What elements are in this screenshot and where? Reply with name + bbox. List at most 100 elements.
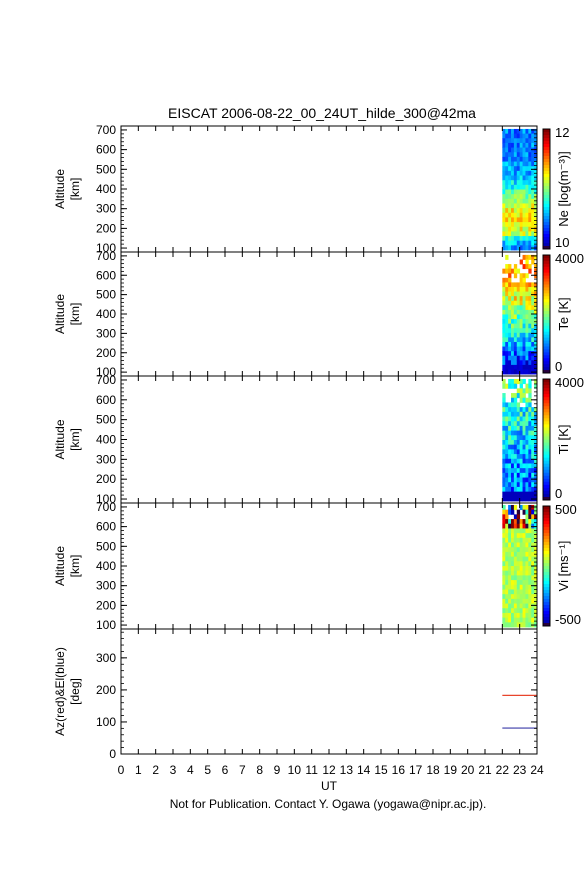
- heatmap-cell: [508, 189, 512, 195]
- heatmap-cell: [522, 273, 526, 279]
- heatmap-cell: [502, 305, 506, 311]
- heatmap-cell: [531, 142, 535, 148]
- heatmap-cell: [513, 152, 518, 158]
- heatmap-cell: [522, 556, 526, 562]
- heatmap-cell: [528, 194, 532, 200]
- heatmap-cell: [513, 482, 518, 488]
- heatmap-cell: [508, 314, 512, 320]
- colorbar-frame: [542, 254, 551, 374]
- heatmap-cell: [508, 580, 512, 586]
- heatmap-cell: [531, 547, 535, 553]
- heatmap-cell: [513, 355, 518, 361]
- heatmap-cell: [508, 291, 512, 297]
- heatmap-cell: [528, 314, 532, 320]
- heatmap-cell: [531, 128, 535, 135]
- heatmap-cell: [516, 528, 521, 534]
- heatmap-cell: [534, 491, 538, 497]
- heatmap-cell: [522, 355, 526, 361]
- heatmap-cell: [528, 523, 532, 529]
- heatmap-cell: [522, 351, 526, 357]
- heatmap-cell: [502, 231, 506, 237]
- heatmap-cell: [513, 407, 518, 413]
- heatmap-cell: [505, 236, 509, 242]
- heatmap-cell: [505, 203, 509, 209]
- heatmap-cell: [516, 189, 521, 195]
- heatmap-cell: [525, 273, 529, 279]
- heatmap-cell: [534, 286, 538, 292]
- heatmap-cell: [522, 152, 526, 158]
- heatmap-cell: [513, 360, 518, 366]
- heatmap-cell: [522, 496, 526, 502]
- panel-frame: [120, 375, 538, 504]
- heatmap-cell: [511, 245, 515, 251]
- heatmap-cell: [502, 608, 506, 614]
- colorbar-min-label: 0: [555, 359, 562, 374]
- colorbar-frame: [542, 128, 551, 250]
- heatmap-cell: [511, 430, 515, 436]
- heatmap-cell: [508, 561, 512, 567]
- heatmap-cell: [502, 189, 506, 195]
- colorbar-step: [543, 219, 550, 223]
- heatmap-cell: [511, 194, 515, 200]
- heatmap-cell: [522, 346, 526, 352]
- heatmap-cell: [534, 454, 538, 460]
- heatmap-cell: [528, 282, 532, 288]
- heatmap-cell: [519, 477, 523, 483]
- heatmap-cell: [505, 138, 509, 144]
- heatmap-cell: [534, 291, 538, 297]
- heatmap-cell: [508, 402, 512, 408]
- heatmap-cell: [531, 156, 535, 162]
- heatmap-cell: [505, 584, 509, 590]
- heatmap-cell: [522, 332, 526, 338]
- heatmap-cell: [519, 435, 523, 441]
- colorbar-step: [543, 355, 550, 359]
- heatmap-cell: [534, 300, 538, 306]
- colorbar-step: [543, 524, 550, 528]
- heatmap-cell: [505, 411, 509, 417]
- heatmap-cell: [508, 411, 512, 417]
- heatmap-cell: [502, 482, 506, 488]
- heatmap-cell: [534, 360, 538, 366]
- heatmap-cell: [525, 570, 529, 576]
- heatmap-cell: [508, 341, 512, 347]
- x-tick-label: 17: [409, 763, 423, 777]
- heatmap-cell: [502, 222, 506, 228]
- colorbar-step: [543, 469, 550, 474]
- heatmap-cell: [511, 454, 515, 460]
- heatmap-cell: [513, 537, 518, 543]
- heatmap-cell: [522, 360, 526, 366]
- heatmap-cell: [522, 337, 526, 343]
- heatmap-cell: [525, 231, 529, 237]
- heatmap-cell: [522, 203, 526, 209]
- heatmap-cell: [516, 617, 521, 623]
- heatmap-cell: [511, 523, 515, 529]
- heatmap-cell: [528, 170, 532, 176]
- heatmap-cell: [513, 319, 518, 325]
- heatmap-cell: [525, 328, 529, 334]
- colorbar-step: [543, 287, 550, 291]
- heatmap-cell: [522, 421, 526, 427]
- heatmap-cell: [531, 463, 535, 469]
- heatmap-cell: [508, 556, 512, 562]
- heatmap-cell: [531, 222, 535, 228]
- heatmap-cell: [505, 425, 509, 432]
- heatmap-cell: [508, 355, 512, 361]
- heatmap-cell: [534, 328, 538, 334]
- heatmap-cell: [513, 161, 518, 167]
- heatmap-cell: [511, 537, 515, 543]
- heatmap-cell: [513, 463, 518, 469]
- heatmap-cell: [531, 491, 535, 497]
- heatmap-cell: [505, 472, 509, 478]
- heatmap-cell: [522, 194, 526, 200]
- heatmap-cell: [505, 561, 509, 567]
- colorbar-step: [543, 302, 550, 306]
- heatmap-cell: [525, 240, 529, 246]
- heatmap-cell: [505, 435, 509, 441]
- heatmap-cell: [508, 547, 512, 553]
- heatmap-cell: [534, 509, 538, 515]
- heatmap-cell: [511, 477, 515, 483]
- heatmap-cell: [519, 194, 523, 200]
- heatmap-cell: [525, 504, 529, 511]
- heatmap-cell: [519, 203, 523, 209]
- heatmap-cell: [534, 231, 538, 237]
